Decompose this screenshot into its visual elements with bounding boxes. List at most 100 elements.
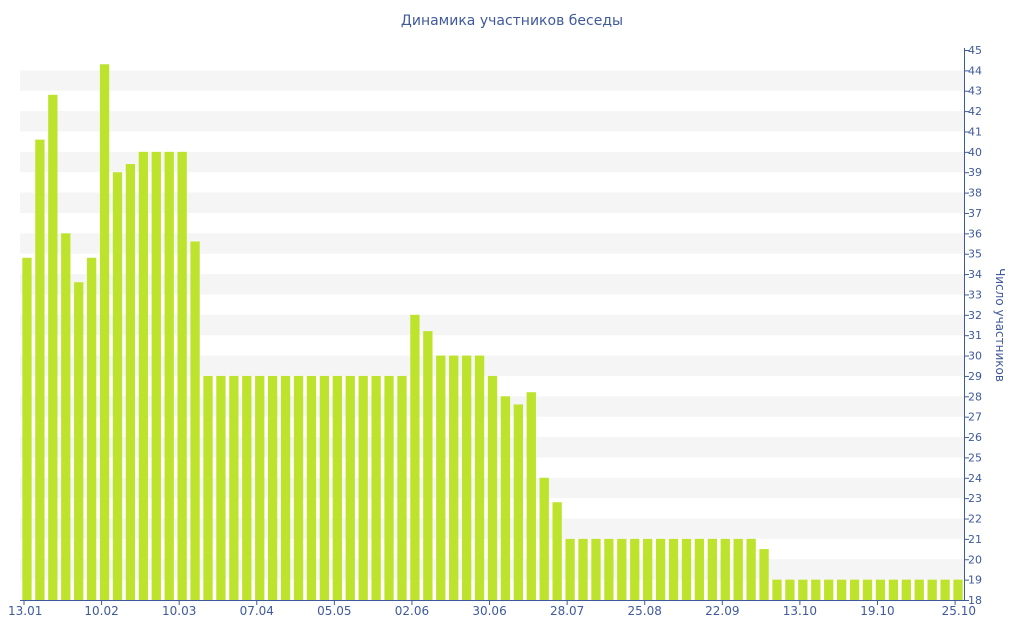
bar <box>630 538 640 600</box>
grid-band <box>20 355 964 376</box>
bar <box>410 314 420 600</box>
bar <box>397 375 407 600</box>
bar <box>798 579 808 600</box>
y-tick-label: 28 <box>968 390 982 403</box>
x-tick-label: 07.04 <box>240 604 274 618</box>
bar <box>888 579 899 600</box>
bar <box>112 172 123 600</box>
y-tick-label: 27 <box>968 411 982 424</box>
bar <box>61 233 71 601</box>
grid-band <box>20 151 964 173</box>
bar <box>436 355 446 600</box>
bar <box>461 355 472 600</box>
x-tick-label: 13.01 <box>8 604 42 618</box>
bar <box>526 392 536 600</box>
bar <box>177 151 187 600</box>
bar <box>345 375 355 600</box>
y-tick-label: 33 <box>968 288 982 301</box>
y-tick-label: 34 <box>968 268 982 281</box>
bar <box>500 396 511 600</box>
bar <box>953 579 963 600</box>
y-tick-label: 38 <box>968 187 982 200</box>
bar <box>694 538 705 600</box>
bar <box>255 375 265 600</box>
bar <box>927 579 937 600</box>
y-axis-ticks: 18 19 20 21 22 23 24 25 26 27 28 29 30 31 32 33 34 35 36 37… <box>964 44 982 607</box>
y-tick-label: 44 <box>968 64 982 77</box>
x-tick-label: 02.06 <box>395 604 429 618</box>
y-tick-label: 26 <box>968 431 982 444</box>
bar <box>319 375 330 600</box>
bar <box>824 579 834 600</box>
bar <box>487 375 498 600</box>
y-tick-label: 20 <box>968 553 982 566</box>
bar <box>875 579 886 600</box>
bar <box>151 151 161 600</box>
y-tick-label: 35 <box>968 248 982 261</box>
bar <box>578 538 588 600</box>
bar <box>35 139 45 600</box>
bar <box>655 538 666 600</box>
bar <box>358 375 368 600</box>
bar <box>539 477 549 600</box>
y-axis-label: Число участников <box>993 268 1007 382</box>
y-tick-label: 36 <box>968 227 982 240</box>
bar <box>384 375 394 600</box>
x-tick-label: 13.10 <box>783 604 817 618</box>
chart-title: Динамика участников беседы <box>400 13 624 29</box>
bar <box>242 375 252 600</box>
y-tick-label: 30 <box>968 350 982 363</box>
y-tick-label: 29 <box>968 370 982 383</box>
x-tick-label: 22.09 <box>705 604 739 618</box>
grid-band <box>20 192 964 213</box>
grid-band <box>20 314 964 336</box>
x-tick-label: 10.02 <box>84 604 118 618</box>
x-tick-label: 25.08 <box>628 604 662 618</box>
bar <box>785 579 795 600</box>
y-tick-label: 19 <box>968 574 982 587</box>
bar <box>849 579 860 600</box>
x-tick-label: 30.06 <box>472 604 506 618</box>
bar <box>48 94 58 600</box>
bar <box>552 502 562 600</box>
bar <box>720 538 730 600</box>
x-tick-label: 10.03 <box>162 604 196 618</box>
bar <box>668 538 679 600</box>
bar <box>759 549 769 600</box>
y-tick-label: 39 <box>968 166 982 179</box>
bar <box>565 538 575 600</box>
grid-band <box>20 111 964 132</box>
bars <box>22 64 963 601</box>
bar <box>707 538 717 600</box>
bar <box>22 257 32 600</box>
x-tick-label: 25.10 <box>942 604 976 618</box>
y-tick-label: 40 <box>968 146 982 159</box>
bar <box>914 579 924 600</box>
y-tick-label: 45 <box>968 44 982 57</box>
bar <box>190 241 200 600</box>
bar <box>293 375 304 600</box>
bar <box>229 375 239 600</box>
grid-band <box>20 233 964 254</box>
y-tick-label: 21 <box>968 533 982 546</box>
bar <box>513 404 524 600</box>
x-tick-label: 05.05 <box>317 604 351 618</box>
bar <box>268 375 278 600</box>
bar <box>203 375 213 600</box>
y-tick-label: 22 <box>968 513 982 526</box>
bar <box>138 151 149 600</box>
y-tick-label: 32 <box>968 309 982 322</box>
bar <box>811 579 821 600</box>
bar <box>216 375 226 600</box>
bar <box>74 282 84 600</box>
bar <box>746 538 756 600</box>
y-tick-label: 23 <box>968 492 982 505</box>
bar <box>643 538 653 600</box>
bar <box>862 579 873 600</box>
bar <box>371 375 381 600</box>
x-axis-ticks: 13.01 10.02 10.03 07.04 05.05 02.06 30.06 28.07… <box>8 600 976 618</box>
y-tick-label: 18 <box>968 594 982 607</box>
grid-band <box>20 70 964 91</box>
bar <box>306 375 317 600</box>
